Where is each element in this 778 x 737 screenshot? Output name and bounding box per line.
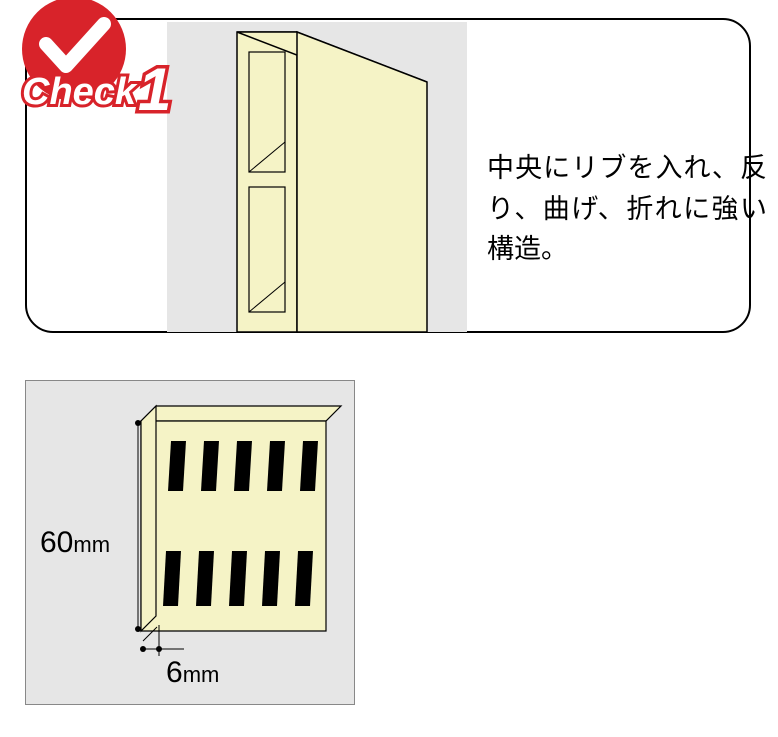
height-label: 60mm xyxy=(40,526,110,560)
rib-panel-diagram xyxy=(167,22,467,332)
illustration-bg-1 xyxy=(167,22,467,332)
dimension-panel: 60mm 6mm xyxy=(25,380,355,705)
check-number: 1 xyxy=(138,56,171,123)
check-label: Check xyxy=(22,71,138,113)
thickness-label: 6mm xyxy=(166,656,219,690)
check-description: 中央にリブを入れ、反り、曲げ、折れに強い構造。 xyxy=(487,148,767,270)
check-badge: Check 1 xyxy=(0,0,164,114)
